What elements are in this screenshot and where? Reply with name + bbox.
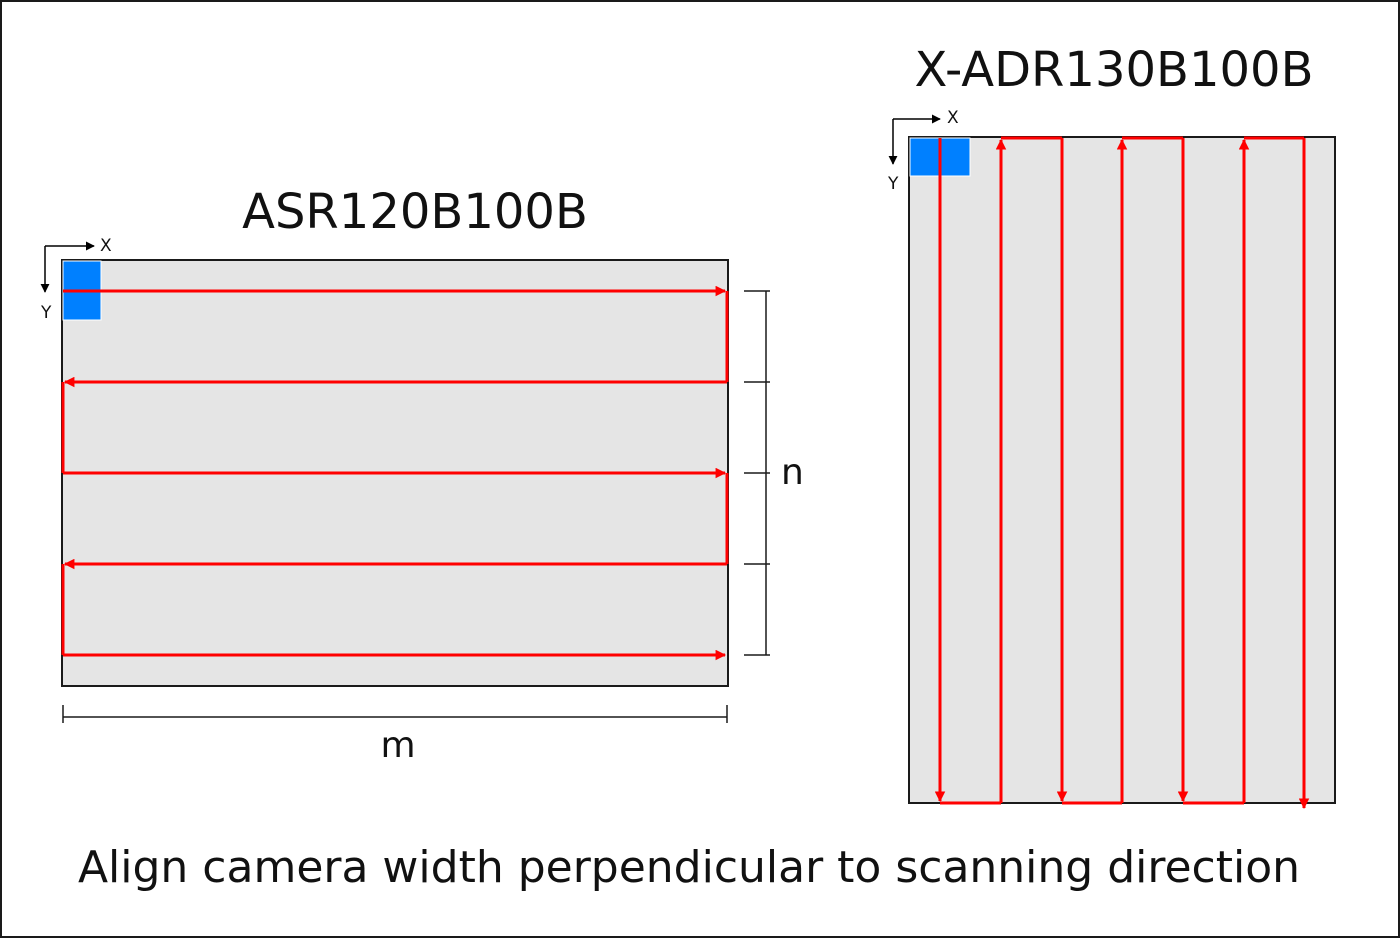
right-scan-path (934, 136, 1310, 810)
left-x-axis-label: X (100, 236, 112, 256)
left-dimension-n (744, 290, 770, 656)
right-y-axis-label: Y (887, 174, 899, 194)
diagram-caption: Align camera width perpendicular to scan… (78, 842, 1300, 893)
left-dimension-m (62, 705, 728, 723)
left-panel: ASR120B100B X Y (40, 184, 804, 766)
dimension-n-label: n (781, 452, 804, 493)
left-y-axis-label: Y (40, 303, 52, 323)
right-x-axis-label: X (947, 108, 959, 128)
left-panel-title: ASR120B100B (242, 184, 588, 240)
left-scan-path (61, 285, 729, 661)
left-axes-icon: X Y (40, 236, 112, 323)
right-panel-title: X-ADR130B100B (915, 42, 1314, 98)
dimension-m-label: m (380, 725, 415, 766)
right-panel: X-ADR130B100B X Y (887, 42, 1336, 810)
right-axes-icon: X Y (887, 108, 959, 194)
